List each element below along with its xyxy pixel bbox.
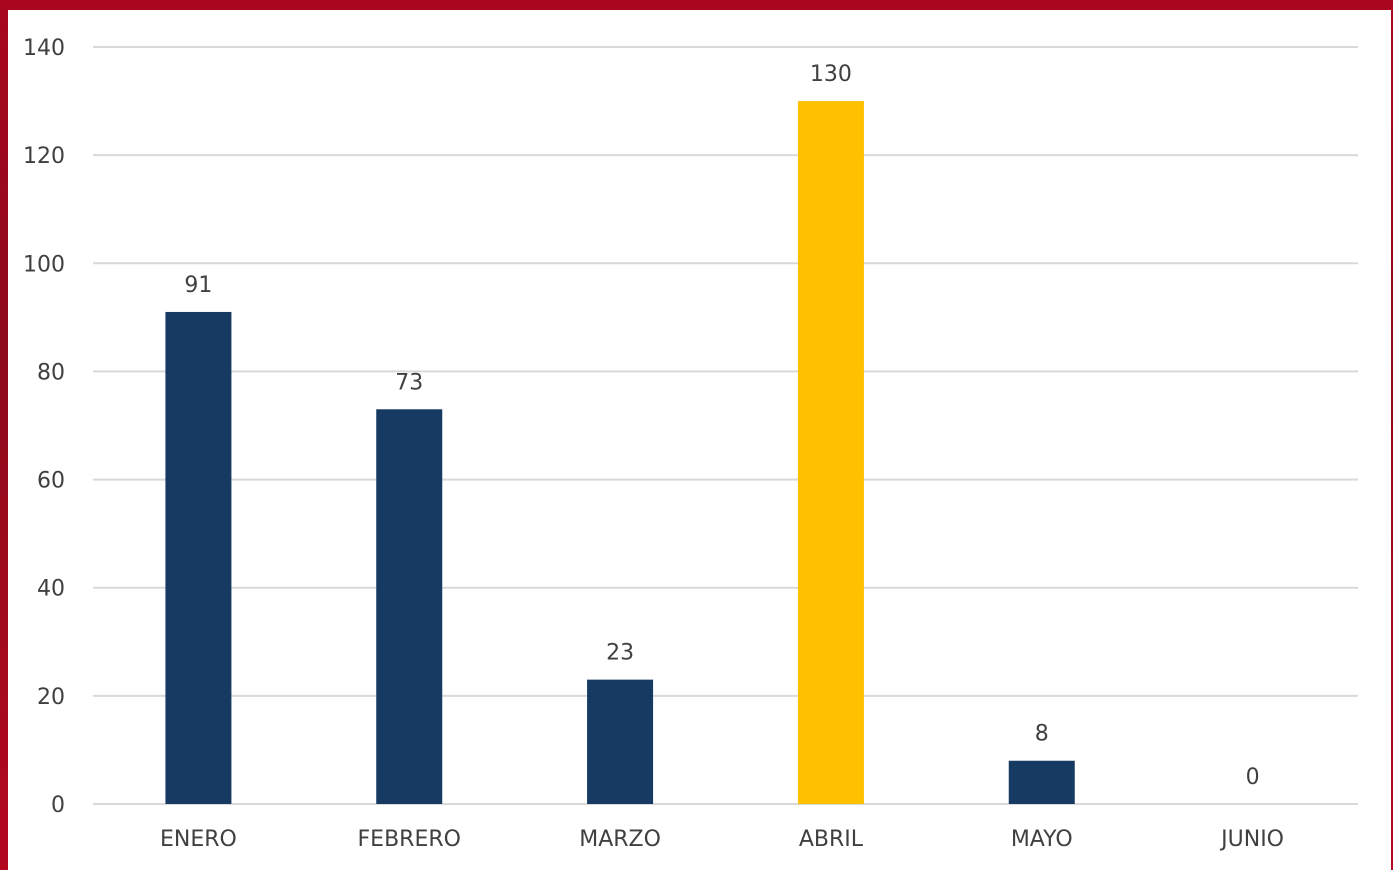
gridlines (93, 46, 1358, 805)
data-label-febrero: 73 (395, 370, 423, 395)
data-label-abril: 130 (810, 62, 852, 87)
x-category-marzo: MARZO (579, 827, 661, 852)
y-tick-label: 140 (23, 36, 65, 61)
data-labels: 91 73 23 130 8 0 (184, 62, 1259, 790)
data-label-junio: 0 (1246, 765, 1260, 790)
bars (165, 101, 1075, 805)
bar-marzo (587, 679, 654, 804)
y-axis-ticks: 0 20 40 60 80 100 120 140 (23, 36, 65, 818)
x-category-mayo: MAYO (1011, 827, 1073, 852)
bar-mayo (1008, 760, 1075, 804)
x-axis-categories: ENERO FEBRERO MARZO ABRIL MAYO JUNIO (160, 827, 1284, 852)
y-tick-label: 40 (37, 577, 65, 602)
y-tick-label: 20 (37, 685, 65, 710)
bar-abril (797, 101, 864, 805)
x-category-junio: JUNIO (1219, 827, 1284, 852)
data-label-mayo: 8 (1035, 722, 1049, 747)
x-category-enero: ENERO (160, 827, 237, 852)
y-tick-label: 100 (23, 252, 65, 277)
data-label-enero: 91 (184, 273, 212, 298)
y-tick-label: 0 (51, 793, 65, 818)
bar-enero (165, 311, 232, 804)
x-category-abril: ABRIL (799, 827, 864, 852)
chart-panel: 0 20 40 60 80 100 120 140 91 73 23 130 8 0 ENERO FEBR… (8, 10, 1391, 870)
data-label-marzo: 23 (606, 641, 634, 666)
y-tick-label: 80 (37, 360, 65, 385)
y-tick-label: 120 (23, 144, 65, 169)
y-tick-label: 60 (37, 469, 65, 494)
bar-febrero (376, 409, 443, 804)
x-category-febrero: FEBRERO (358, 827, 461, 852)
